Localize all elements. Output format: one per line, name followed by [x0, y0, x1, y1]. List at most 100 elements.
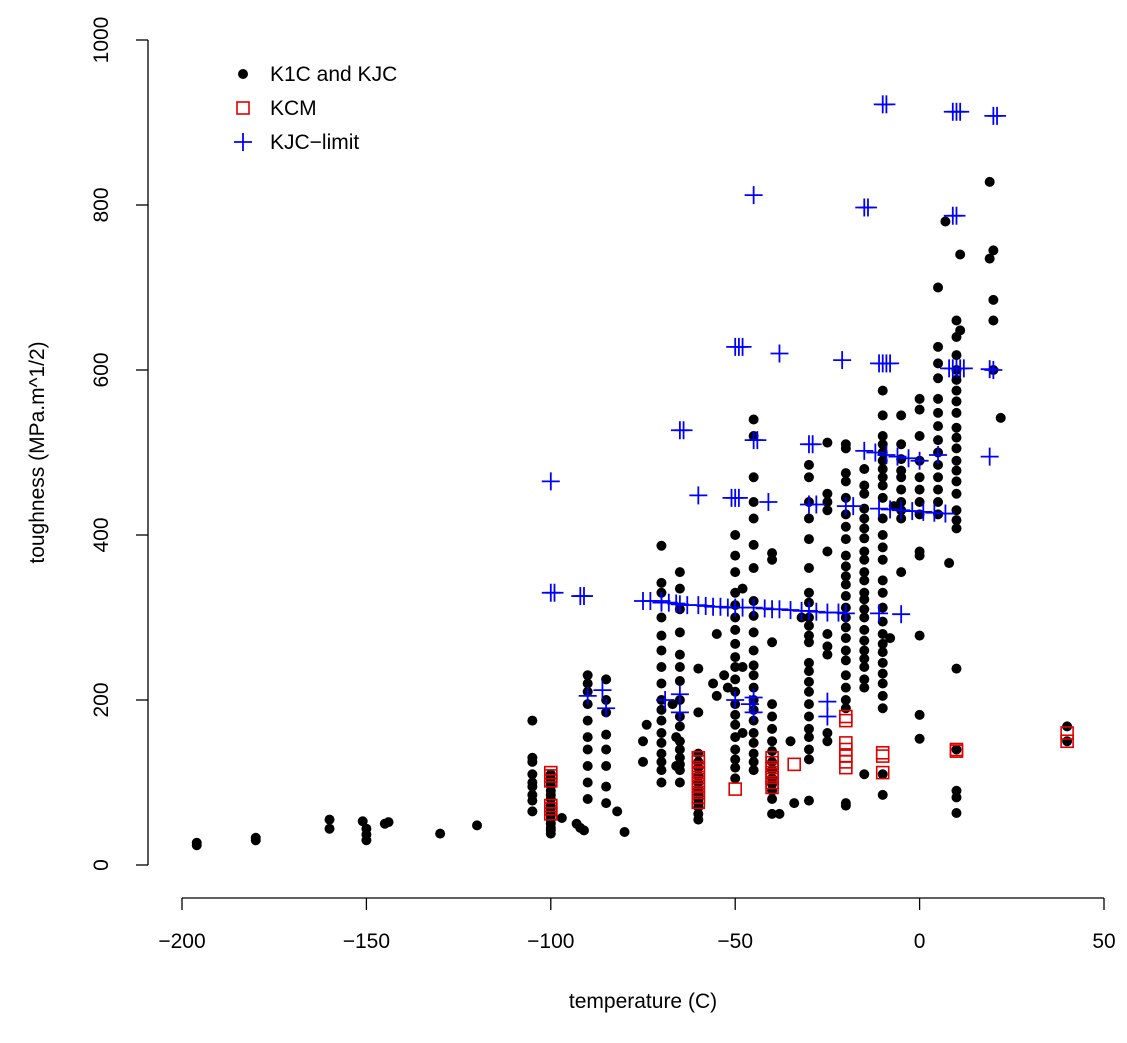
data-point	[656, 715, 667, 726]
data-point	[840, 571, 851, 582]
y-axis: 0 200 400 600 800 1000	[90, 17, 149, 871]
y-tick-label: 600	[90, 352, 113, 387]
data-point	[324, 823, 335, 834]
data-point	[527, 769, 538, 780]
data-point	[656, 612, 667, 623]
data-point	[877, 769, 888, 780]
data-point	[877, 668, 888, 679]
data-point	[582, 678, 593, 689]
data-point	[748, 563, 759, 573]
data-point	[656, 748, 667, 759]
data-point	[877, 602, 888, 613]
data-points	[191, 95, 1074, 851]
y-axis-title: toughness (MPa.m^1/2)	[26, 341, 49, 563]
data-point	[914, 404, 925, 415]
data-point	[361, 823, 372, 834]
data-point	[896, 472, 907, 483]
data-point	[737, 662, 748, 672]
data-point	[656, 645, 667, 656]
data-point	[674, 649, 685, 660]
data-point	[803, 795, 814, 806]
data-point	[877, 678, 888, 689]
data-point	[719, 670, 730, 681]
data-point	[541, 472, 560, 491]
data-point	[951, 350, 962, 361]
data-point	[914, 484, 925, 495]
data-point	[840, 561, 851, 572]
data-point	[877, 575, 888, 586]
data-point	[840, 468, 851, 479]
data-point	[730, 732, 741, 743]
data-point	[951, 374, 962, 385]
data-point	[877, 385, 888, 396]
data-point	[951, 455, 962, 466]
data-point	[877, 513, 888, 524]
data-point	[840, 443, 851, 454]
data-point	[877, 587, 888, 598]
data-point	[877, 638, 888, 649]
data-point	[840, 800, 851, 811]
data-point	[582, 670, 593, 681]
data-point	[601, 744, 612, 755]
data-point	[774, 808, 785, 819]
data-point	[859, 575, 870, 586]
data-point	[748, 497, 759, 507]
data-point	[914, 431, 925, 441]
data-point	[877, 445, 896, 464]
data-point	[737, 728, 748, 738]
data-point	[936, 504, 955, 523]
data-point	[674, 744, 685, 755]
data-point	[674, 676, 685, 687]
data-point	[859, 567, 870, 578]
data-point	[877, 629, 888, 639]
data-point	[875, 765, 890, 780]
data-point	[748, 756, 759, 767]
data-point	[748, 670, 759, 681]
data-point	[951, 407, 962, 418]
data-point	[803, 637, 814, 648]
data-point	[803, 732, 814, 743]
data-point	[833, 351, 852, 370]
data-point	[597, 699, 616, 718]
data-point	[822, 437, 833, 448]
data-point	[748, 748, 759, 759]
x-axis: −200 −150 −100 −50 0 50	[158, 897, 1116, 953]
data-point	[840, 633, 851, 644]
data-point	[951, 102, 970, 121]
data-point	[748, 539, 759, 550]
data-point	[748, 645, 759, 656]
data-point	[899, 449, 918, 468]
data-point	[933, 393, 944, 404]
data-point	[767, 711, 778, 722]
data-point	[730, 624, 741, 635]
data-point	[859, 554, 870, 565]
data-point	[545, 583, 564, 602]
data-point	[722, 682, 733, 693]
data-point	[728, 782, 743, 796]
data-point	[767, 554, 778, 565]
data-point	[357, 816, 368, 827]
data-point	[803, 676, 814, 687]
data-point	[892, 605, 911, 624]
data-point	[840, 534, 851, 545]
data-point	[656, 728, 667, 738]
data-point	[670, 685, 689, 704]
data-point	[787, 757, 802, 772]
y-tick-label: 800	[90, 187, 113, 222]
data-point	[949, 744, 964, 758]
data-point	[543, 774, 558, 788]
data-point	[737, 583, 748, 594]
data-point	[656, 630, 667, 641]
data-point	[656, 737, 667, 748]
data-point	[866, 443, 885, 462]
data-point	[667, 699, 678, 710]
legend-marker	[234, 133, 252, 151]
data-point	[744, 703, 763, 722]
data-point	[803, 435, 822, 454]
data-point	[730, 662, 741, 672]
data-point	[840, 622, 851, 633]
data-point	[744, 186, 763, 205]
data-point	[995, 412, 1006, 423]
y-tick-label: 200	[90, 682, 113, 717]
